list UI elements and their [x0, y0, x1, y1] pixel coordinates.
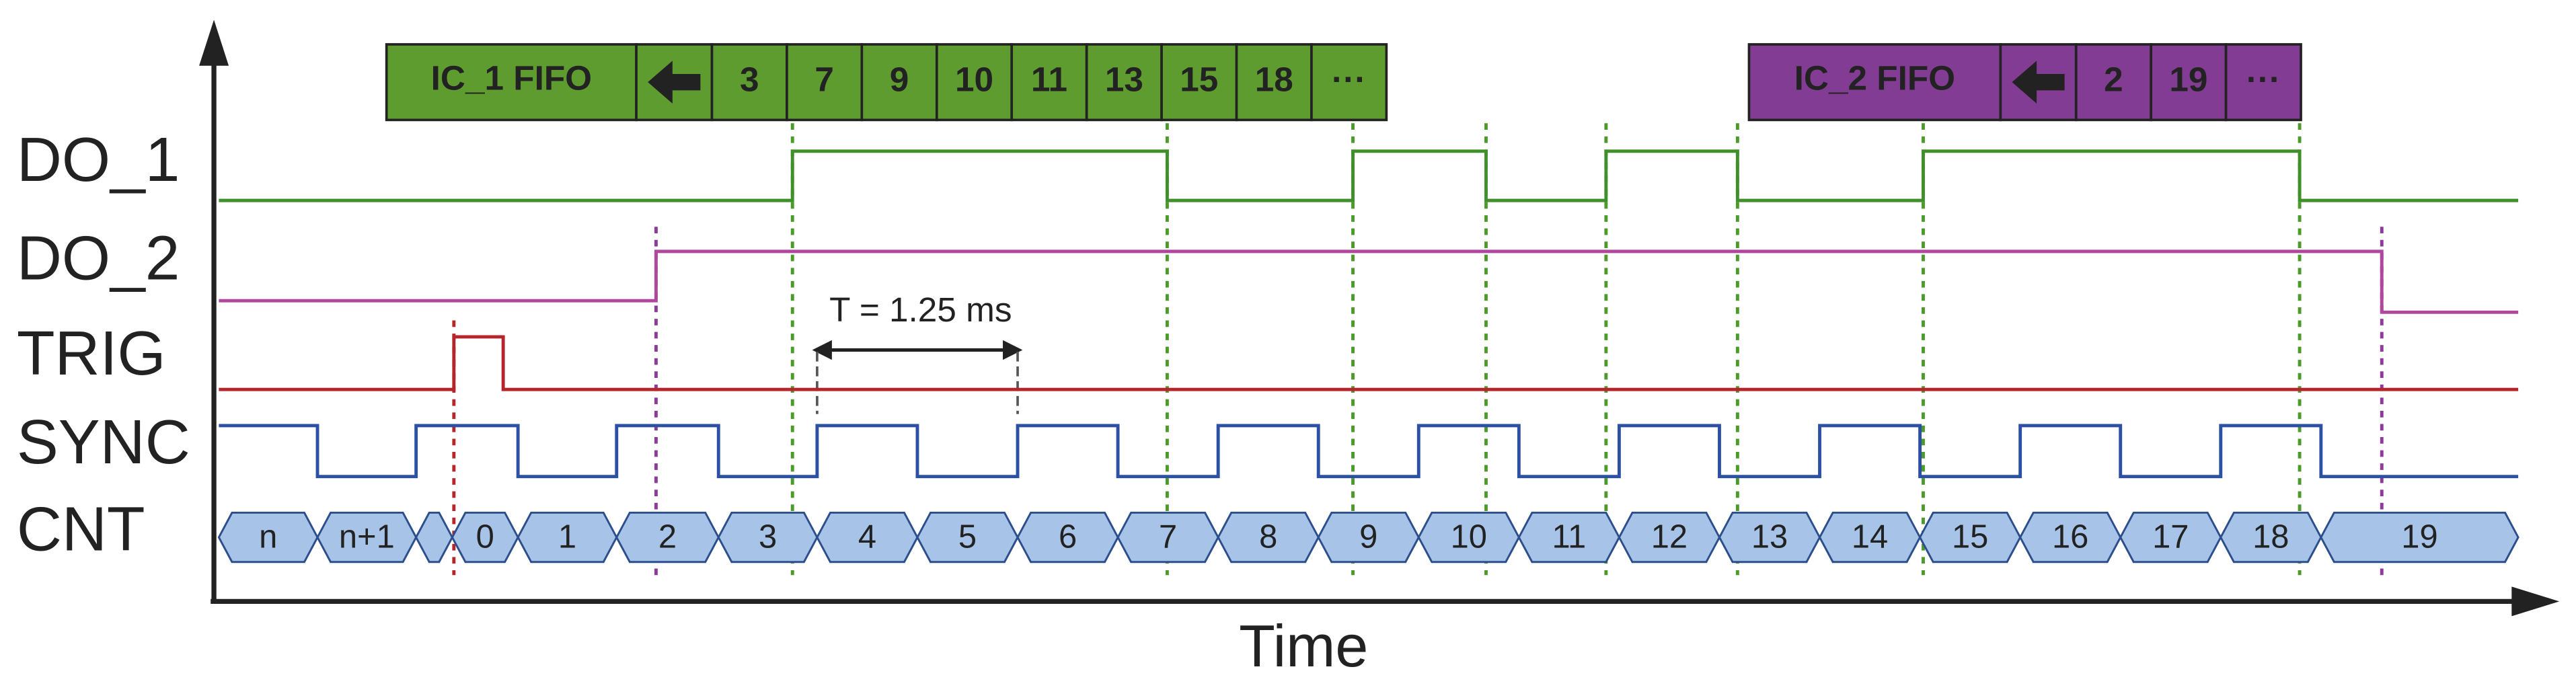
signal-label: DO_2 — [17, 223, 180, 293]
fifo-box — [385, 43, 638, 122]
fifo-entry: 19 — [2169, 61, 2207, 99]
cnt-label: 3 — [759, 518, 777, 555]
fifo-cell — [1310, 43, 1388, 122]
signal-label: DO_1 — [17, 124, 180, 194]
cnt-label: 10 — [1451, 518, 1487, 555]
fifo-entry: 7 — [815, 61, 834, 99]
x-arrow — [2511, 586, 2560, 617]
cnt-label: 2 — [658, 518, 677, 555]
fifo-cell — [1010, 43, 1088, 122]
signal-label: SYNC — [17, 407, 190, 477]
fifo-cell — [786, 43, 864, 122]
fifo-label: IC_1 FIFO — [431, 59, 592, 97]
trig-wave — [219, 335, 2519, 391]
fifo-cell — [1160, 43, 1238, 122]
fifo-cell — [2074, 43, 2152, 122]
cnt-label: 8 — [1259, 518, 1277, 555]
cnt-label: 9 — [1359, 518, 1377, 555]
cnt-label: 14 — [1852, 518, 1888, 555]
cnt-label: 12 — [1651, 518, 1688, 555]
axis-label: Time — [1239, 613, 1368, 679]
fifo-entry: 18 — [1255, 61, 1293, 99]
fifo-entry: 2 — [2104, 61, 2123, 99]
cnt-label: 0 — [476, 518, 494, 555]
cnt-label: n — [259, 518, 277, 555]
cnt-label: 18 — [2252, 518, 2289, 555]
fifo-cell — [710, 43, 788, 122]
cnt-label: 16 — [2052, 518, 2088, 555]
cnt-label: 13 — [1751, 518, 1788, 555]
fifo-entry: 15 — [1180, 61, 1218, 99]
cnt-cell — [414, 511, 454, 563]
do2-wave — [219, 249, 2519, 314]
cnt-label: 15 — [1952, 518, 1988, 555]
fifo-entry: 9 — [890, 61, 909, 99]
cnt-label: 4 — [858, 518, 876, 555]
fifo-entry: 13 — [1105, 61, 1143, 99]
cnt-label: 6 — [1059, 518, 1077, 555]
cnt-label: 5 — [958, 518, 977, 555]
fifo-entry: 11 — [1031, 61, 1067, 99]
fifo-arrow — [648, 61, 701, 104]
fifo-arrow — [2012, 61, 2065, 104]
cnt-cell — [2320, 511, 2520, 563]
fifo-cell — [860, 43, 938, 122]
cnt-label: 19 — [2401, 518, 2437, 555]
cnt-label: 17 — [2152, 518, 2189, 555]
signal-label: TRIG — [17, 318, 166, 388]
signal-label: CNT — [17, 494, 145, 564]
cnt-label: 11 — [1552, 518, 1586, 555]
fifo-box — [1747, 43, 2002, 122]
cnt-label: 7 — [1159, 518, 1177, 555]
do1-wave — [219, 149, 2519, 202]
fifo-entry: 10 — [955, 61, 993, 99]
y-arrow — [199, 20, 229, 66]
period-label: T = 1.25 ms — [829, 290, 1012, 329]
fifo-cell — [935, 43, 1014, 122]
fifo-entry: 3 — [740, 61, 759, 99]
sync-wave — [219, 424, 2519, 479]
cnt-label: n+1 — [339, 518, 395, 555]
cnt-label: 1 — [558, 518, 576, 555]
fifo-entry: ··· — [2246, 61, 2281, 99]
fifo-entry: ··· — [1332, 61, 1366, 99]
fifo-cell — [2224, 43, 2302, 122]
fifo-label: IC_2 FIFO — [1794, 59, 1955, 97]
